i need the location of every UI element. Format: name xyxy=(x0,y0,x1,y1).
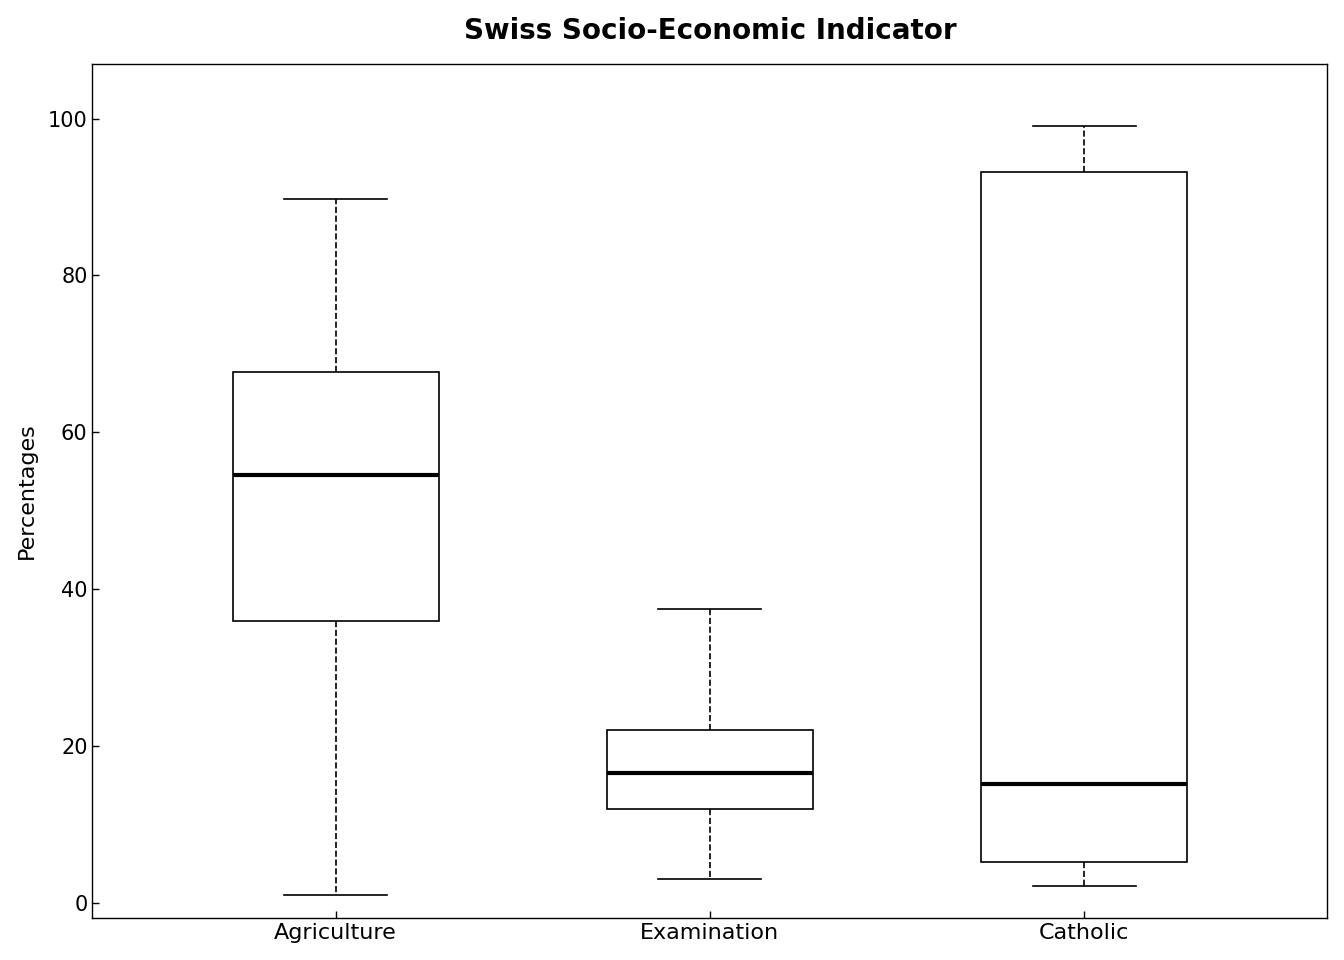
Title: Swiss Socio-Economic Indicator: Swiss Socio-Economic Indicator xyxy=(464,16,956,45)
Y-axis label: Percentages: Percentages xyxy=(16,422,36,560)
PathPatch shape xyxy=(981,173,1187,862)
PathPatch shape xyxy=(607,731,813,808)
PathPatch shape xyxy=(233,372,438,621)
